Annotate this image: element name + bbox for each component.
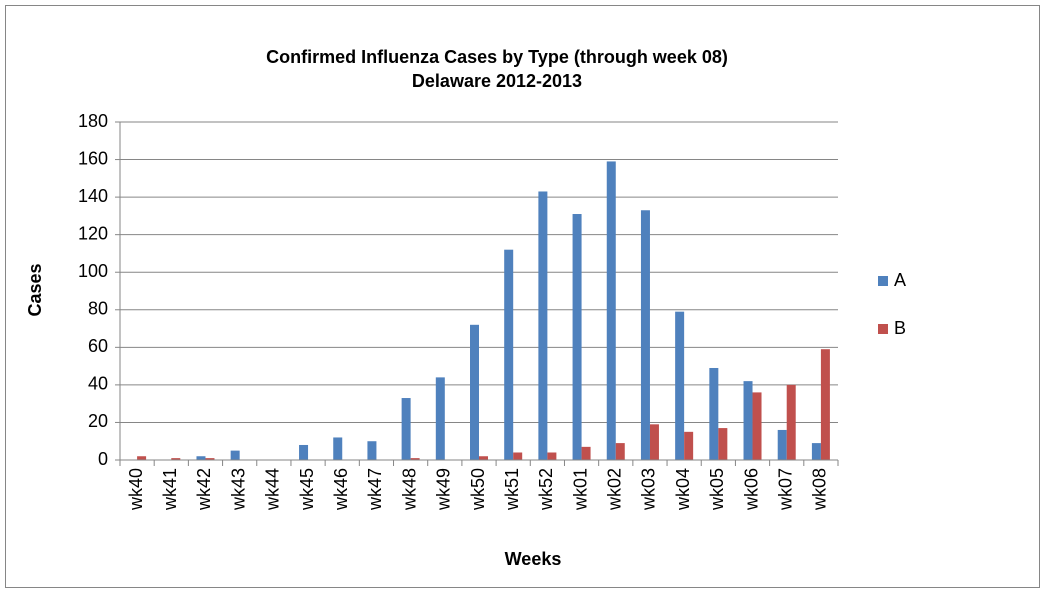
bar [479,456,488,460]
x-tick-label: wk41 [160,468,180,511]
legend-swatch [878,276,888,286]
bar [581,446,591,460]
bar [171,458,181,460]
x-tick-label: wk44 [263,468,283,511]
x-axis-label: Weeks [505,549,562,569]
bar [137,456,147,460]
x-tick-label: wk04 [673,468,693,511]
y-tick-label: 140 [78,186,108,206]
chart-subtitle: Delaware 2012-2013 [412,71,582,91]
bar [615,443,625,460]
x-tick-label: wk48 [399,468,419,511]
bar [470,324,479,460]
bar [743,381,753,460]
y-tick-label: 0 [98,449,108,469]
x-tick-label: wk52 [536,468,556,511]
bar [777,429,787,460]
x-tick-label: wk49 [434,468,454,511]
x-tick-label: wk06 [741,468,761,511]
x-tick-label: wk07 [775,468,795,511]
y-tick-label: 60 [88,336,108,356]
bar [435,377,445,460]
bar [504,249,514,460]
x-tick-label: wk02 [605,468,625,511]
bar [333,437,343,460]
bar [640,210,650,460]
x-tick-label: wk45 [297,468,317,511]
x-tick-label: wk51 [502,468,522,511]
bar [811,443,821,460]
bar [675,311,685,460]
x-tick-label: wk01 [570,468,590,511]
x-tick-label: wk42 [194,468,214,511]
y-tick-label: 100 [78,261,108,281]
bar [786,384,796,460]
bar [205,458,215,460]
x-tick-label: wk05 [707,468,727,511]
y-tick-label: 80 [88,299,108,319]
bar [547,452,557,460]
x-tick-label: wk46 [331,468,351,511]
chart-title: Confirmed Influenza Cases by Type (throu… [266,47,728,67]
x-tick-label: wk40 [126,468,146,511]
bar [538,191,548,460]
x-tick-label: wk03 [639,468,659,511]
y-tick-label: 160 [78,148,108,168]
bar [820,349,830,460]
bar [299,444,309,460]
y-tick-label: 180 [78,111,108,131]
bar [718,428,728,460]
bar [684,431,694,460]
x-tick-label: wk43 [228,468,248,511]
bar [410,458,420,460]
bar [513,452,523,460]
x-tick-label: wk50 [468,468,488,511]
bar [752,392,762,460]
bar [367,441,377,460]
y-tick-label: 40 [88,374,108,394]
bar [709,367,719,460]
x-tick-label: wk08 [810,468,830,511]
legend-label: B [894,318,906,338]
bar [401,398,411,460]
y-axis-label: Cases [25,263,45,316]
bar [606,161,616,460]
bar [572,214,582,460]
bar [196,456,206,460]
chart-border [5,5,1040,588]
legend-label: A [894,270,906,290]
bar [230,450,240,460]
bar [649,424,659,460]
y-tick-label: 120 [78,223,108,243]
legend-swatch [878,324,888,334]
y-tick-label: 20 [88,411,108,431]
x-tick-label: wk47 [365,468,385,511]
